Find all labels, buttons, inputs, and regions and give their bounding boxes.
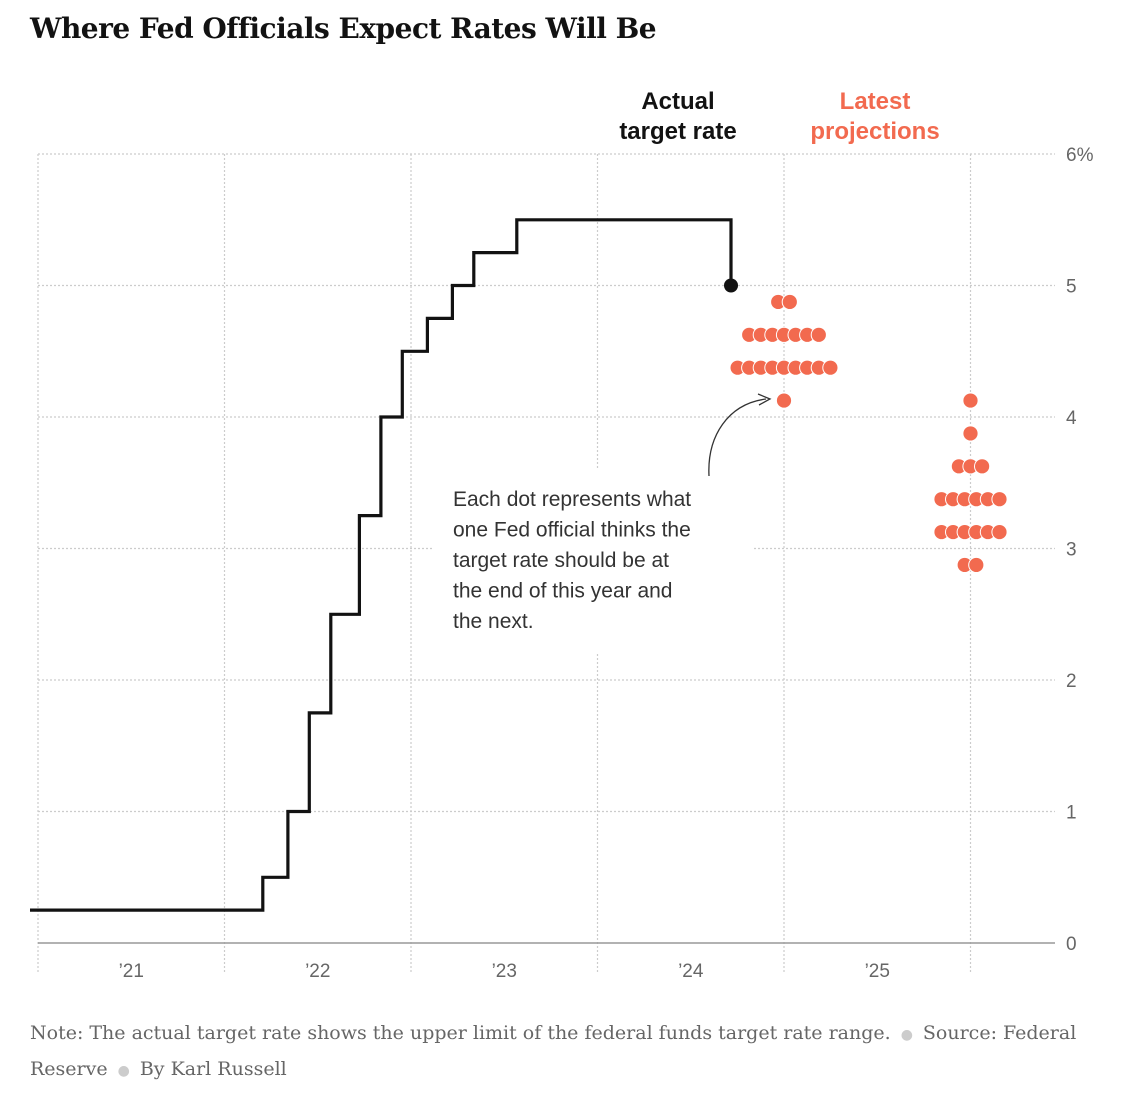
annotation: Each dot represents what one Fed official…	[432, 393, 772, 654]
annotation-line: target rate should be at	[453, 549, 669, 572]
x-tick-label: ’23	[492, 961, 517, 982]
projection-dot	[962, 392, 979, 409]
projection-dot	[974, 458, 991, 475]
x-tick-label: ’22	[305, 961, 330, 982]
projections-label: projections	[810, 118, 939, 145]
y-tick-label: 0	[1066, 934, 1077, 955]
chart-plot: 0 1 2 3 4 5 6% ’21 ’22 ’23 ’24 ’25 Each dot repres…	[30, 88, 1094, 982]
actual-rate-line	[30, 218, 733, 912]
projection-dot	[968, 556, 985, 574]
projection-dot	[781, 293, 798, 311]
latest-rate-dot	[724, 278, 739, 293]
x-tick-label: ’24	[678, 961, 704, 982]
projection-dot	[810, 326, 827, 343]
y-tick-label: 2	[1066, 671, 1077, 692]
annotation-arrow	[708, 398, 767, 477]
separator-dot: ●	[117, 1063, 130, 1079]
y-tick-label: 3	[1066, 540, 1077, 561]
series-headers: Actual target rate Latest projections	[619, 88, 939, 145]
chart-title: Where Fed Officials Expect Rates Will Be	[30, 12, 657, 45]
annotation-line: the next.	[453, 610, 534, 633]
y-tick-label: 1	[1066, 803, 1077, 824]
x-tick-label: ’25	[865, 961, 890, 982]
x-axis-ticks: ’21 ’22 ’23 ’24 ’25	[119, 961, 890, 982]
projections-label: Latest	[840, 88, 911, 115]
projection-dot	[775, 392, 793, 409]
byline-text: By Karl Russell	[139, 1058, 287, 1080]
annotation-line: Each dot represents what	[453, 488, 691, 511]
projection-series	[729, 293, 1008, 574]
note-text: Note: The actual target rate shows the u…	[30, 1022, 891, 1044]
grid-lines	[37, 153, 1055, 973]
actual-rate-series	[30, 218, 739, 912]
projection-dot	[822, 359, 839, 376]
annotation-line: one Fed official thinks the	[453, 519, 691, 542]
projection-dot	[991, 491, 1008, 508]
y-tick-label: 6%	[1066, 145, 1094, 166]
annotation-background	[432, 470, 754, 654]
y-tick-label: 4	[1066, 408, 1077, 429]
x-tick-label: ’21	[119, 961, 144, 982]
separator-dot: ●	[900, 1027, 913, 1043]
y-tick-label: 5	[1066, 277, 1077, 298]
projection-dot	[962, 425, 979, 442]
actual-rate-label: target rate	[619, 118, 736, 145]
annotation-line: the end of this year and	[453, 580, 673, 603]
actual-rate-label: Actual	[641, 88, 714, 115]
y-axis-ticks: 0 1 2 3 4 5 6%	[1066, 145, 1094, 955]
projection-dot	[991, 523, 1008, 541]
source-text: Source: Federal Reserve	[30, 1022, 1077, 1080]
annotation-arrowhead	[757, 393, 772, 406]
footer-note: Note: The actual target rate shows the u…	[30, 1016, 1110, 1088]
